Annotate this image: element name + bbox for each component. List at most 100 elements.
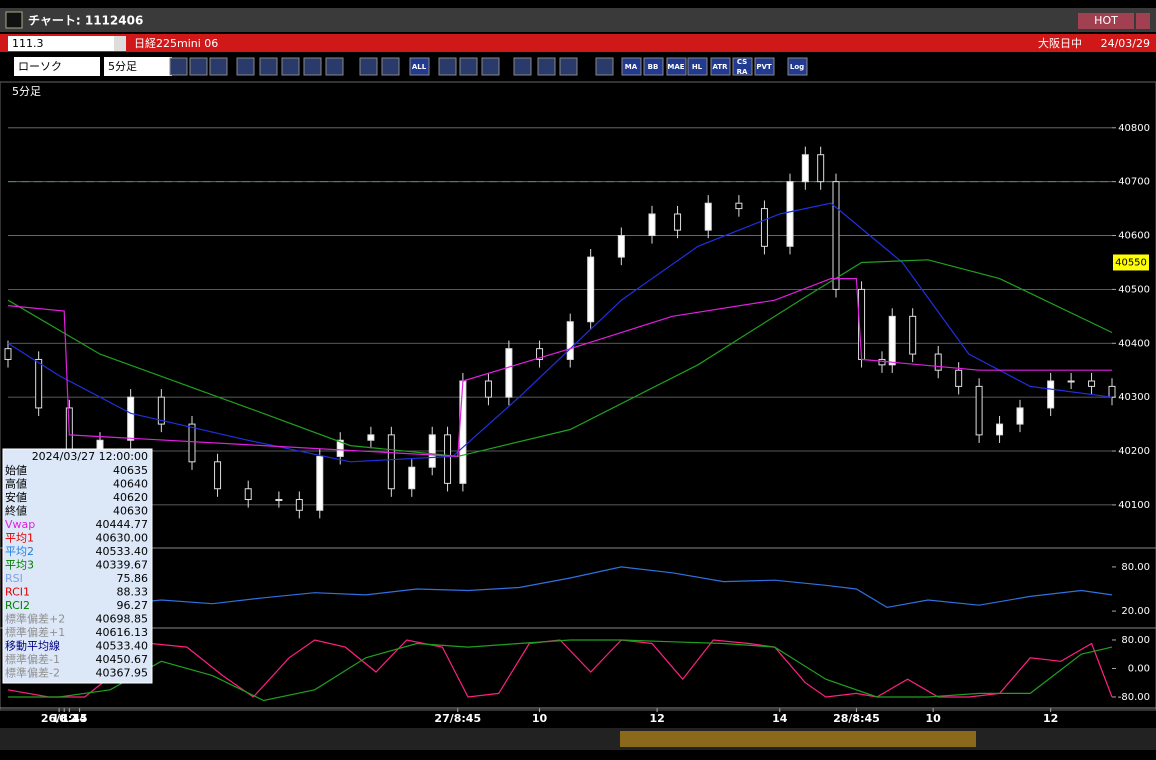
tool-button[interactable]	[754, 57, 775, 76]
chart-type: ローソク	[18, 60, 62, 73]
tool-icon[interactable]	[359, 57, 378, 76]
info-label: Vwap	[5, 518, 35, 531]
tool-icon[interactable]	[438, 57, 457, 76]
tool-icon[interactable]	[189, 57, 208, 76]
info-label: 安値	[5, 490, 27, 504]
tool-icon[interactable]	[281, 57, 300, 76]
candle-body	[459, 380, 467, 484]
candle-body	[996, 423, 1004, 436]
tool-icon[interactable]	[236, 57, 255, 76]
candle-body	[735, 202, 743, 210]
candle-body	[387, 434, 395, 490]
tool-button[interactable]	[710, 57, 731, 76]
candle-body	[704, 202, 712, 231]
y-tick-label: 80.00	[1121, 635, 1150, 646]
tool-icon[interactable]	[303, 57, 322, 76]
tool-button[interactable]	[621, 57, 642, 76]
x-tick-label: 27/8:45	[434, 712, 481, 725]
candle-body	[408, 466, 416, 490]
navigator-window[interactable]	[620, 731, 976, 747]
candle-body	[336, 439, 344, 457]
candle-body	[566, 321, 574, 360]
period: 5分足	[108, 60, 137, 73]
candle-body	[316, 455, 324, 511]
y-tick-label: 40300	[1118, 392, 1150, 403]
candle-body	[786, 181, 794, 247]
info-value: 40698.85	[96, 613, 149, 626]
candle-body	[275, 499, 283, 502]
info-label: 平均1	[5, 532, 34, 545]
y-tick-label: 0.00	[1128, 663, 1150, 674]
tool-button[interactable]	[732, 57, 753, 76]
tool-button-label: ALL	[412, 63, 427, 71]
y-tick-label: -80.00	[1118, 692, 1150, 703]
candle-body	[909, 315, 917, 355]
tool-icon[interactable]	[559, 57, 578, 76]
tool-icon[interactable]	[537, 57, 556, 76]
candle-body	[244, 488, 252, 501]
candle-body	[760, 208, 768, 247]
code-dropdown[interactable]	[114, 36, 126, 51]
tool-icon[interactable]	[325, 57, 344, 76]
y-tick-label: 40400	[1118, 338, 1150, 349]
info-value: 40533.40	[96, 640, 149, 653]
candle-body	[214, 461, 222, 490]
y-tick-label: 40500	[1118, 284, 1150, 295]
x-tick-label: 12	[1043, 712, 1058, 725]
candle-body	[4, 348, 12, 360]
code-input[interactable]	[8, 36, 126, 51]
tool-icon[interactable]	[169, 57, 188, 76]
info-value: 40630	[113, 505, 148, 518]
tool-button[interactable]	[409, 57, 430, 76]
hot-badge[interactable]	[1078, 13, 1134, 29]
info-value: 88.33	[117, 586, 149, 599]
tool-button-label: Log	[790, 63, 804, 71]
x-tick-label: 12	[62, 712, 77, 725]
date: 24/03/29	[1101, 37, 1150, 50]
info-panel	[2, 448, 153, 684]
symbol-name: 日経225mini 06	[134, 37, 218, 50]
tool-button[interactable]	[687, 57, 708, 76]
info-value: 40640	[113, 478, 148, 491]
tool-icon[interactable]	[459, 57, 478, 76]
candle-body	[1067, 380, 1075, 383]
candle-body	[617, 235, 625, 258]
series-line	[7, 566, 1113, 609]
current-price-box	[1113, 254, 1149, 271]
tool-button[interactable]	[666, 57, 687, 76]
candle-body	[1108, 385, 1116, 398]
candle-body	[1047, 380, 1055, 409]
y-tick-label: 40800	[1118, 123, 1150, 134]
candle-body	[157, 396, 165, 425]
candle-body	[1016, 407, 1024, 425]
tool-icon[interactable]	[259, 57, 278, 76]
tool-icon[interactable]	[595, 57, 614, 76]
info-value: 75.86	[117, 572, 149, 585]
info-value: 40635	[113, 464, 148, 477]
close-button[interactable]	[1136, 13, 1150, 29]
info-label: 移動平均線	[5, 639, 60, 653]
tool-icon[interactable]	[513, 57, 532, 76]
symbol-bar	[0, 34, 1156, 52]
series-line	[7, 202, 1113, 463]
info-label: 高値	[5, 477, 27, 491]
tool-icon[interactable]	[481, 57, 500, 76]
tool-button-label: MAE	[667, 63, 684, 71]
x-tick-label: 26/8:45	[41, 712, 88, 725]
tool-button[interactable]	[643, 57, 664, 76]
info-label: RSI	[5, 572, 23, 585]
tool-button-label: MA	[625, 63, 638, 71]
period-select[interactable]	[104, 57, 172, 76]
chart-type-select[interactable]	[14, 57, 100, 76]
candle-body	[801, 154, 809, 183]
window-title: チャート: 1112406	[28, 14, 143, 28]
x-tick-label: 28/8:45	[833, 712, 880, 725]
info-label: 標準偏差-2	[5, 666, 60, 680]
current-price: 40550	[1115, 257, 1147, 268]
tool-icon[interactable]	[209, 57, 228, 76]
candle-body	[127, 396, 135, 441]
candle-body	[484, 380, 492, 398]
tool-button[interactable]	[787, 57, 808, 76]
x-tick-label: 10	[51, 712, 67, 725]
tool-icon[interactable]	[381, 57, 400, 76]
